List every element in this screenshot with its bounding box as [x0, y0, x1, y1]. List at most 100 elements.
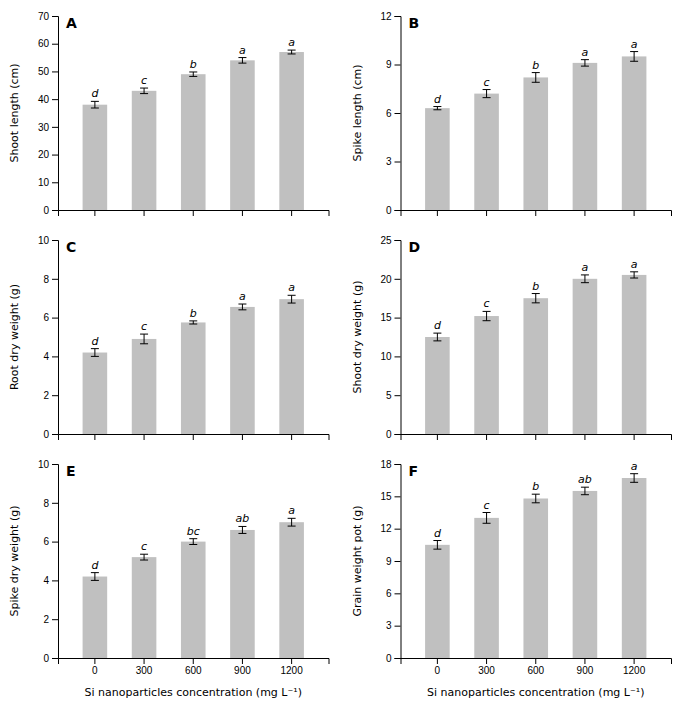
y-tick-label: 30: [38, 122, 50, 133]
y-tick-label: 8: [43, 498, 49, 509]
y-tick-mark: [395, 113, 401, 114]
x-tick: 1200: [623, 658, 646, 676]
y-tick: 0: [43, 429, 58, 440]
x-tick-mark: [584, 658, 585, 664]
y-tick-mark: [52, 16, 58, 17]
x-tick: 0: [92, 658, 98, 676]
significance-label: b: [190, 307, 197, 320]
x-tick-mark: [634, 210, 635, 216]
y-tick: 6: [43, 312, 58, 323]
x-tick: [584, 210, 585, 216]
x-tick: [193, 434, 194, 440]
error-bar: [581, 275, 589, 283]
y-tick: 4: [43, 351, 58, 362]
x-tick: [193, 210, 194, 216]
panel-label: F: [409, 463, 419, 479]
x-tick: [94, 434, 95, 440]
significance-label: d: [434, 527, 442, 540]
x-tick-mark: [242, 658, 243, 664]
marks: [83, 518, 304, 658]
y-tick: 12: [380, 11, 400, 22]
y-tick: 60: [38, 38, 58, 49]
y-tick-label: 50: [38, 66, 50, 77]
x-axis: 03006009001200: [401, 658, 672, 676]
x-tick-mark: [486, 434, 487, 440]
y-tick-mark: [52, 542, 58, 543]
x-tick-label: 600: [185, 665, 202, 676]
x-tick: 600: [185, 658, 202, 676]
significance-label: a: [582, 46, 589, 59]
bar: [622, 478, 647, 658]
y-tick-label: 25: [380, 235, 392, 246]
y-tick-mark: [395, 240, 401, 241]
bar: [230, 530, 255, 658]
y-tick-mark: [52, 99, 58, 100]
y-tick-mark: [52, 155, 58, 156]
significance-label: ab: [236, 512, 250, 525]
significance-label: a: [631, 258, 638, 271]
bar: [622, 56, 647, 210]
y-tick-mark: [52, 658, 58, 659]
y-tick-label: 12: [380, 523, 392, 534]
bar: [279, 299, 304, 434]
error-bar: [532, 494, 540, 503]
significance-label: a: [288, 281, 295, 294]
y-tick-mark: [395, 593, 401, 594]
x-tick-mark: [193, 434, 194, 440]
x-tick: [291, 434, 292, 440]
panel-label: D: [409, 239, 421, 255]
y-tick-label: 4: [43, 575, 49, 586]
y-tick-mark: [395, 356, 401, 357]
y-tick: 2: [43, 614, 58, 625]
significance-label: b: [532, 280, 539, 293]
y-tick-label: 9: [386, 59, 392, 70]
x-tick-mark: [94, 434, 95, 440]
y-axis: 0510152025: [380, 235, 401, 440]
y-tick-mark: [52, 356, 58, 357]
axis-domain: [401, 659, 672, 665]
bar: [132, 91, 157, 210]
bar: [181, 322, 206, 434]
y-tick-mark: [52, 318, 58, 319]
significance-label: a: [239, 290, 246, 303]
x-tick-label: 1200: [623, 665, 646, 676]
y-tick-mark: [52, 279, 58, 280]
x-tick: [242, 210, 243, 216]
x-tick-mark: [535, 658, 536, 664]
x-tick: [634, 434, 635, 440]
axis-domain: [52, 465, 59, 659]
bar: [132, 557, 157, 658]
x-tick-mark: [193, 658, 194, 664]
y-tick-mark: [52, 210, 58, 211]
x-tick: 600: [527, 658, 544, 676]
y-tick-label: 0: [43, 653, 49, 664]
y-tick-label: 12: [380, 11, 392, 22]
x-axis: [401, 210, 672, 216]
bar: [523, 77, 548, 210]
y-tick-label: 10: [380, 351, 392, 362]
panel-label: E: [66, 463, 76, 479]
y-tick-label: 8: [43, 274, 49, 285]
error-bar: [140, 334, 148, 344]
y-axis-title: Shoot length (cm): [8, 63, 21, 162]
y-tick: 20: [380, 274, 400, 285]
x-tick-mark: [242, 210, 243, 216]
significance-label: d: [91, 87, 99, 100]
significance-label: a: [239, 44, 246, 57]
y-tick-label: 5: [386, 390, 392, 401]
error-bar: [91, 349, 99, 357]
x-tick-mark: [486, 658, 487, 664]
y-tick: 3: [386, 156, 401, 167]
y-axis-title: Root dry weight (g): [8, 284, 21, 390]
axis-domain: [401, 211, 672, 217]
y-tick-mark: [52, 395, 58, 396]
y-tick-mark: [52, 503, 58, 504]
panel-label: C: [66, 239, 76, 255]
bar: [425, 337, 450, 434]
error-bar: [433, 107, 441, 110]
y-tick-mark: [52, 619, 58, 620]
axis-domain: [59, 659, 330, 665]
y-tick: 18: [380, 459, 400, 470]
y-tick-label: 20: [380, 274, 392, 285]
x-tick: [634, 210, 635, 216]
